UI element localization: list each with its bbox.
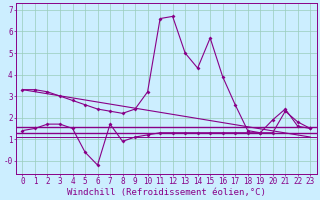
X-axis label: Windchill (Refroidissement éolien,°C): Windchill (Refroidissement éolien,°C) [67, 188, 266, 197]
